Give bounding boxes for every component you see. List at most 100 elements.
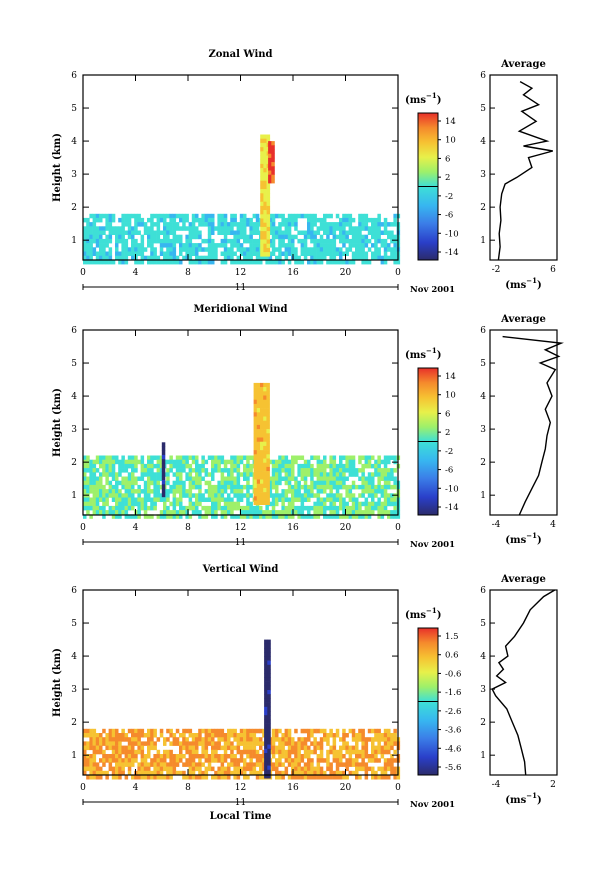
heat-cell [230,749,234,755]
heat-cell [390,733,394,738]
heat-cell [367,728,372,734]
heat-cell [291,238,295,244]
heat-cell [351,733,356,738]
heat-cell [182,754,186,759]
heat-cell [161,450,166,456]
heat-cell [291,247,295,252]
heat-cell [102,741,106,746]
heat-cell [278,251,282,256]
heat-cell [121,259,125,265]
heat-cell [266,210,271,215]
heat-cell [326,762,330,767]
heat-cell [339,737,343,742]
heat-cell [339,259,343,265]
heat-cell [345,213,349,219]
heat-cell [150,463,154,469]
heat-cell [236,234,241,240]
heat-cell [182,222,186,227]
heat-cell [367,484,372,490]
heat-cell [118,741,122,746]
colorbar-tick-label: -2 [445,447,453,457]
avg-y-tick-label: 2 [480,718,486,728]
heat-cell [207,758,212,763]
heat-cell [105,255,109,261]
heat-cell [358,226,362,231]
heat-cell [236,230,241,235]
heat-cell [345,489,349,494]
heat-cell [233,733,237,738]
heat-cell [278,238,282,244]
heat-cell [150,514,154,519]
heat-cell [264,723,268,729]
heat-cell [256,420,261,426]
heat-cell [393,213,397,219]
heat-cell [300,497,305,502]
heat-cell [271,259,276,265]
heat-cell [249,728,253,734]
heat-cell [355,749,359,755]
heat-cell [198,472,202,477]
heat-cell [294,766,298,772]
heat-cell [121,505,125,511]
heat-cell [297,238,301,244]
heat-cell [172,463,177,469]
heat-cell [380,501,385,507]
heat-cell [175,489,180,494]
avg-y-tick-label: 1 [480,236,486,246]
heat-cell [294,255,298,261]
heat-cell [143,255,148,261]
heat-cell [342,737,346,742]
heat-cell [371,489,375,494]
heat-cell [195,493,199,498]
heat-cell [284,505,289,511]
heat-cell [380,222,385,227]
heat-cell [89,770,93,776]
heat-cell [111,749,116,755]
heat-cell [166,468,170,473]
heat-cell [303,749,308,755]
heat-cell [284,234,289,240]
heat-cell [284,459,289,465]
heat-cell [310,455,314,460]
heat-cell [207,247,212,252]
heat-cell [137,489,141,494]
heat-cell [169,251,173,256]
heat-cell [175,234,180,240]
heat-cell [95,745,100,751]
y-tick-label: 3 [71,425,77,435]
y-tick-label: 1 [71,491,77,501]
avg-profile-line [491,589,556,776]
heat-cell [297,255,301,261]
heat-cell [260,226,264,232]
heat-cell [163,497,167,502]
heat-cell [348,213,353,219]
heat-cell [267,643,271,649]
heat-cell [393,234,397,240]
heat-cell [166,497,170,502]
heat-cell [332,243,337,248]
heat-cell [102,259,106,265]
heat-cell [140,476,145,481]
heat-cell [387,247,391,252]
heat-cell [191,762,196,767]
heat-cell [191,480,196,486]
heat-cell [175,754,180,759]
heat-cell [159,510,164,515]
heat-cell [313,510,317,515]
heat-cell [326,463,330,469]
heat-cell [348,762,353,767]
heat-cell [267,698,271,703]
heat-cell [297,766,301,772]
heat-cell [204,770,209,776]
heat-cell [108,480,113,486]
heat-cell [161,492,166,498]
heat-cell [390,514,394,519]
heat-cell [211,222,215,227]
heat-cell [355,238,359,244]
heat-cell [268,489,273,494]
heat-cell [339,226,343,231]
heat-cell [156,489,161,494]
heat-cell [118,480,122,486]
heat-cell [252,745,257,751]
heat-cell [95,733,100,738]
